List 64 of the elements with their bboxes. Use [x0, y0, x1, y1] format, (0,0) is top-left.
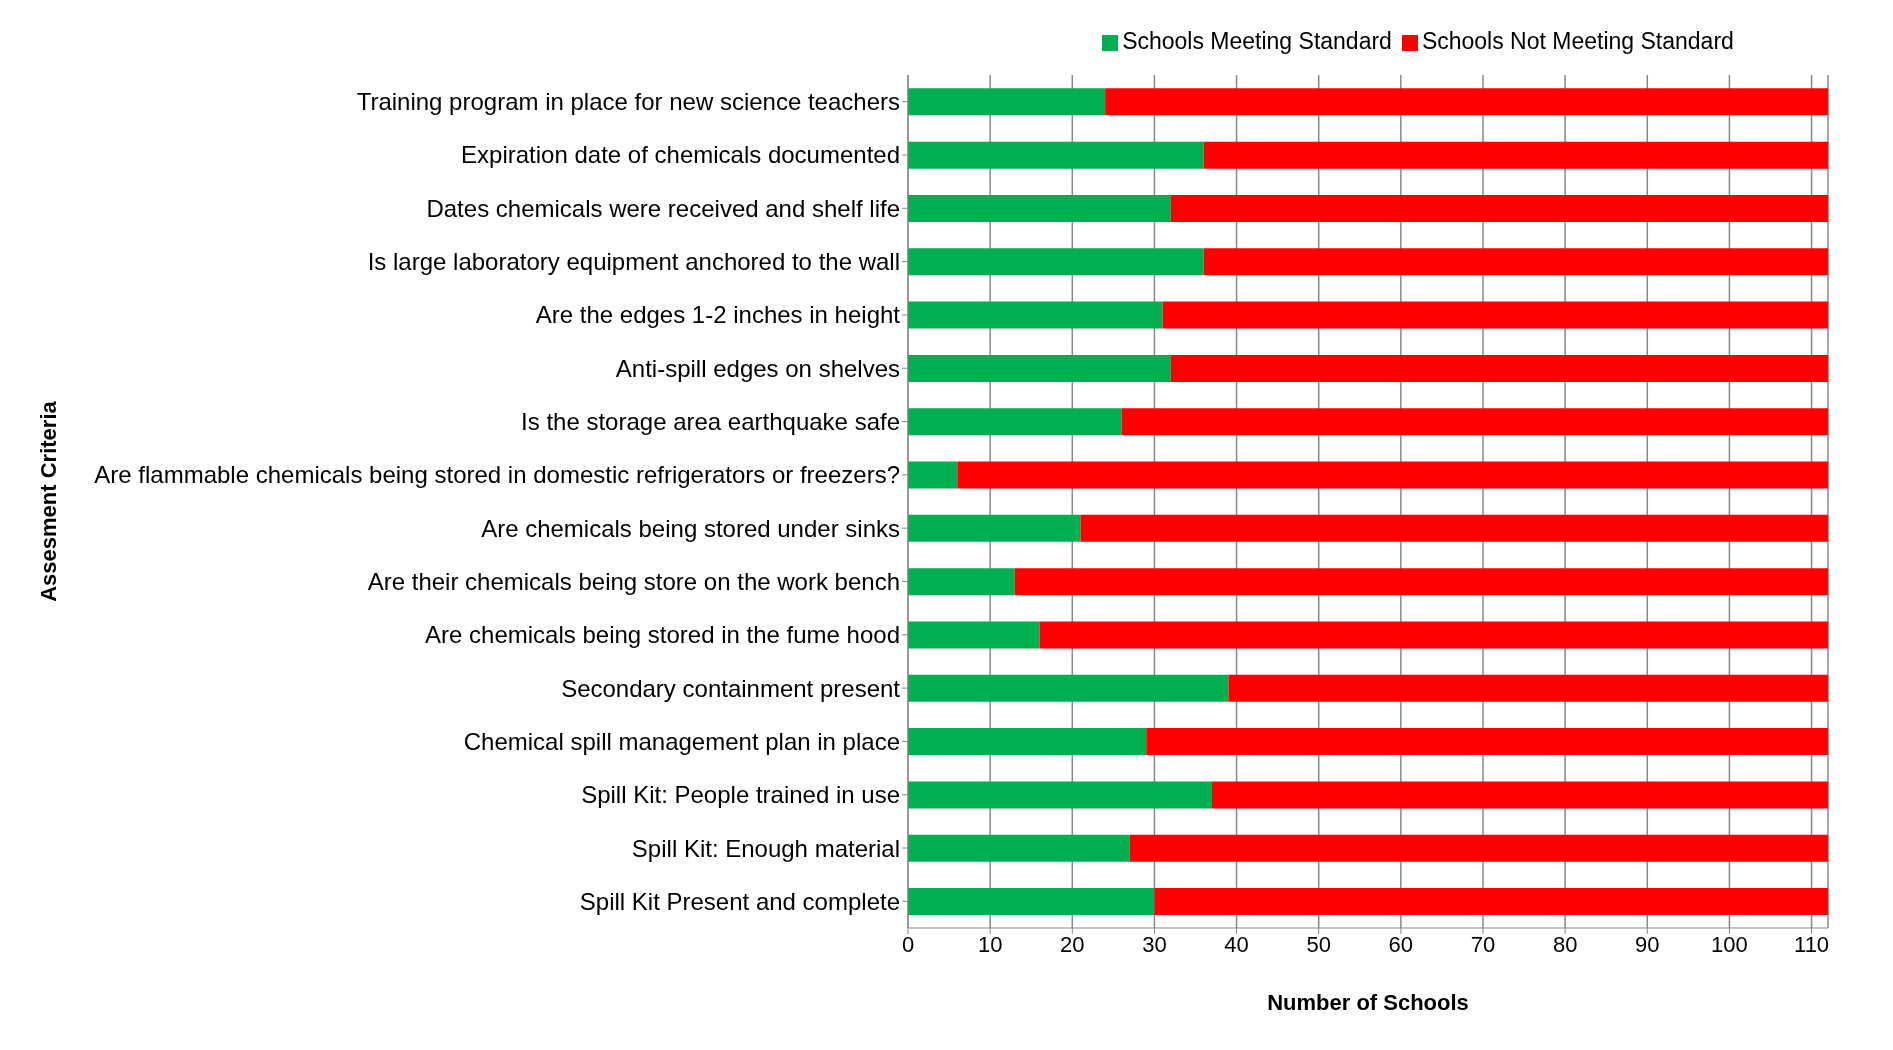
- x-axis-title: Number of Schools: [1267, 990, 1469, 1015]
- bar: [1228, 674, 1828, 702]
- bar: [1162, 301, 1828, 329]
- x-tick-label: 40: [1224, 931, 1249, 957]
- legend-label: Schools Meeting Standard: [1122, 28, 1392, 54]
- y-tick-label: Is the storage area earthquake safe: [521, 408, 900, 436]
- bar: [908, 408, 1122, 436]
- y-tick-label: Are flammable chemicals being stored in domestic refrigerators or freezers?: [94, 461, 900, 489]
- y-axis-title: Assesment Criteria: [35, 400, 61, 602]
- x-tick-label: 100: [1711, 931, 1748, 957]
- y-tick-label: Are their chemicals being store on the work bench: [367, 567, 900, 595]
- bar: [908, 88, 1106, 116]
- x-tick-label: 50: [1306, 931, 1331, 957]
- bar: [908, 141, 1204, 169]
- bar: [1039, 621, 1828, 649]
- bar: [1014, 568, 1828, 596]
- bar: [908, 834, 1130, 862]
- x-tick-label: 0: [901, 931, 915, 957]
- bar: [1146, 728, 1828, 756]
- y-tick-label: Expiration date of chemicals documented: [461, 141, 900, 169]
- bar: [1154, 888, 1828, 916]
- x-tick-label: 20: [1060, 931, 1085, 957]
- x-tick-label: 90: [1635, 931, 1660, 957]
- bar: [908, 888, 1155, 916]
- y-tick-label: Spill Kit Present and complete: [579, 887, 900, 915]
- bar: [908, 781, 1212, 809]
- y-tick-label: Is large laboratory equipment anchored to the wall: [367, 248, 900, 276]
- y-tick-label: Anti-spill edges on shelves: [615, 354, 900, 382]
- bar: [957, 461, 1828, 489]
- y-tick-label: Dates chemicals were received and shelf life: [426, 194, 900, 222]
- bar: [1203, 248, 1828, 276]
- bar: [908, 568, 1015, 596]
- bar: [1170, 194, 1828, 222]
- bar: [1080, 514, 1828, 542]
- bar: [908, 461, 958, 489]
- bar: [908, 621, 1040, 649]
- bar: [908, 248, 1204, 276]
- y-tick-label: Spill Kit: People trained in use: [581, 781, 900, 809]
- y-tick-label: Spill Kit: Enough material: [631, 834, 900, 862]
- bar: [1105, 88, 1828, 116]
- bar: [908, 674, 1229, 702]
- bar: [1129, 834, 1828, 862]
- y-tick-label: Chemical spill management plan in place: [463, 727, 900, 755]
- bar: [908, 514, 1081, 542]
- bar: [908, 728, 1147, 756]
- y-tick-label: Are chemicals being stored in the fume hood: [425, 621, 900, 649]
- y-tick-label: Are chemicals being stored under sinks: [481, 514, 900, 542]
- y-tick-label: Secondary containment present: [561, 674, 901, 702]
- bar: [908, 301, 1163, 329]
- y-tick-label: Are the edges 1-2 inches in height: [535, 301, 901, 329]
- bar: [908, 194, 1171, 222]
- bar: [1121, 408, 1828, 436]
- legend-label: Schools Not Meeting Standard: [1421, 28, 1734, 54]
- x-tick-label: 70: [1470, 931, 1496, 957]
- x-tick-label: 110: [1794, 931, 1830, 957]
- bar: [1203, 141, 1828, 169]
- x-tick-label: 80: [1552, 931, 1578, 957]
- bar: [908, 354, 1171, 382]
- y-tick-label: Training program in place for new science teachers: [356, 88, 900, 116]
- x-tick-label: 10: [977, 931, 1003, 957]
- x-tick-label: 30: [1142, 931, 1167, 957]
- bar: [1211, 781, 1828, 809]
- x-tick-label: 60: [1388, 931, 1414, 957]
- bar: [1170, 354, 1828, 382]
